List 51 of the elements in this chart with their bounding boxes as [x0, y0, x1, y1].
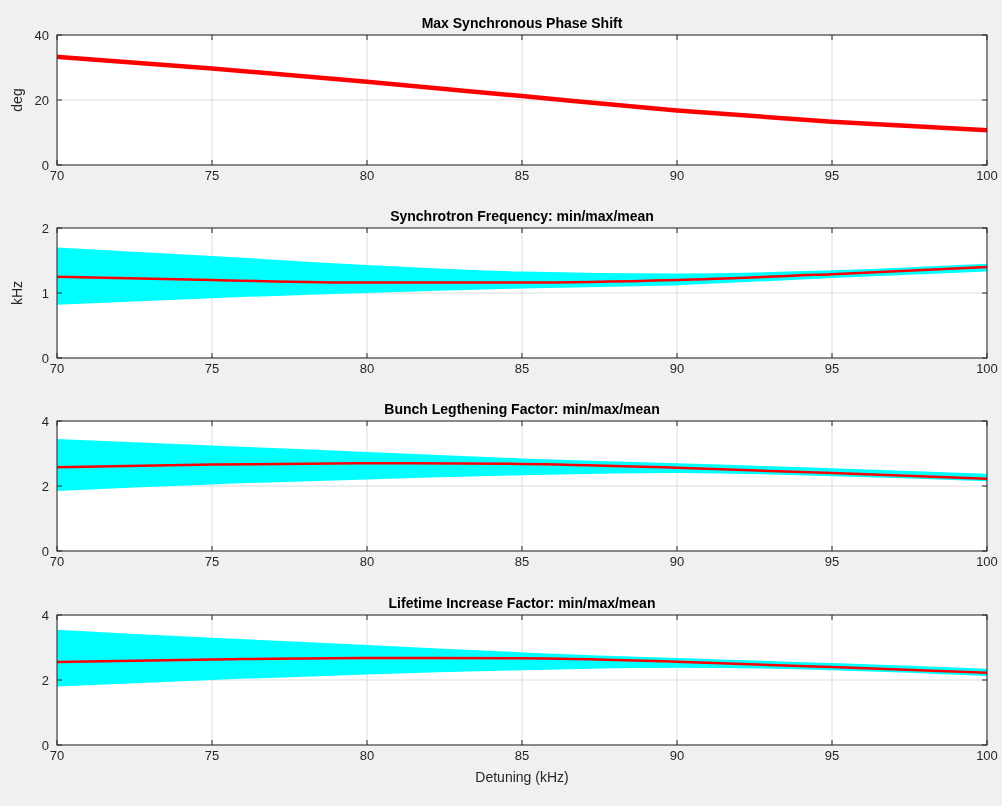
x-tick-label: 90 [669, 554, 685, 569]
x-tick-label: 85 [514, 361, 530, 376]
x-tick-label: 90 [669, 361, 685, 376]
y-tick-label: 4 [41, 608, 49, 623]
x-tick-label: 90 [669, 748, 685, 763]
x-tick-label: 100 [976, 748, 998, 763]
x-tick-label: 80 [359, 361, 375, 376]
line-series [57, 265, 987, 284]
y-axis-title: deg [9, 88, 25, 112]
y-tick-label: 40 [34, 28, 49, 43]
x-tick-label: 85 [514, 168, 530, 183]
y-tick-label: 0 [41, 158, 49, 173]
line-series [57, 656, 987, 675]
y-tick-label: 2 [41, 221, 49, 236]
x-tick-label: 95 [824, 748, 840, 763]
x-tick-label: 75 [204, 748, 220, 763]
chart-title: Bunch Legthening Factor: min/max/mean [384, 401, 660, 417]
x-tick-label: 75 [204, 168, 220, 183]
line-series [57, 54, 987, 133]
x-tick-label: 70 [49, 748, 65, 763]
chart-title: Max Synchronous Phase Shift [421, 15, 623, 31]
y-tick-label: 2 [41, 479, 49, 494]
chart-title: Lifetime Increase Factor: min/max/mean [388, 595, 656, 611]
x-tick-label: 90 [669, 168, 685, 183]
x-tick-label: 80 [359, 748, 375, 763]
x-tick-label: 100 [976, 554, 998, 569]
x-tick-label: 85 [514, 748, 530, 763]
y-axis-title: kHz [9, 280, 25, 306]
x-tick-label: 95 [824, 361, 840, 376]
x-tick-label: 75 [204, 361, 220, 376]
x-tick-label: 95 [824, 168, 840, 183]
x-tick-label: 95 [824, 554, 840, 569]
x-axis-title: Detuning (kHz) [475, 769, 569, 785]
x-tick-label: 70 [49, 554, 65, 569]
x-tick-label: 70 [49, 361, 65, 376]
x-tick-label: 100 [976, 361, 998, 376]
y-tick-label: 1 [41, 286, 49, 301]
x-tick-label: 75 [204, 554, 220, 569]
line-series [57, 462, 987, 481]
x-tick-label: 70 [49, 168, 65, 183]
x-tick-label: 80 [359, 168, 375, 183]
x-tick-label: 100 [976, 168, 998, 183]
y-tick-label: 0 [41, 738, 49, 753]
y-tick-label: 0 [41, 544, 49, 559]
x-tick-label: 85 [514, 554, 530, 569]
y-tick-label: 4 [41, 414, 49, 429]
chart-title: Synchrotron Frequency: min/max/mean [390, 208, 654, 224]
y-tick-label: 0 [41, 351, 49, 366]
x-tick-label: 80 [359, 554, 375, 569]
y-tick-label: 20 [34, 93, 49, 108]
y-tick-label: 2 [41, 673, 49, 688]
